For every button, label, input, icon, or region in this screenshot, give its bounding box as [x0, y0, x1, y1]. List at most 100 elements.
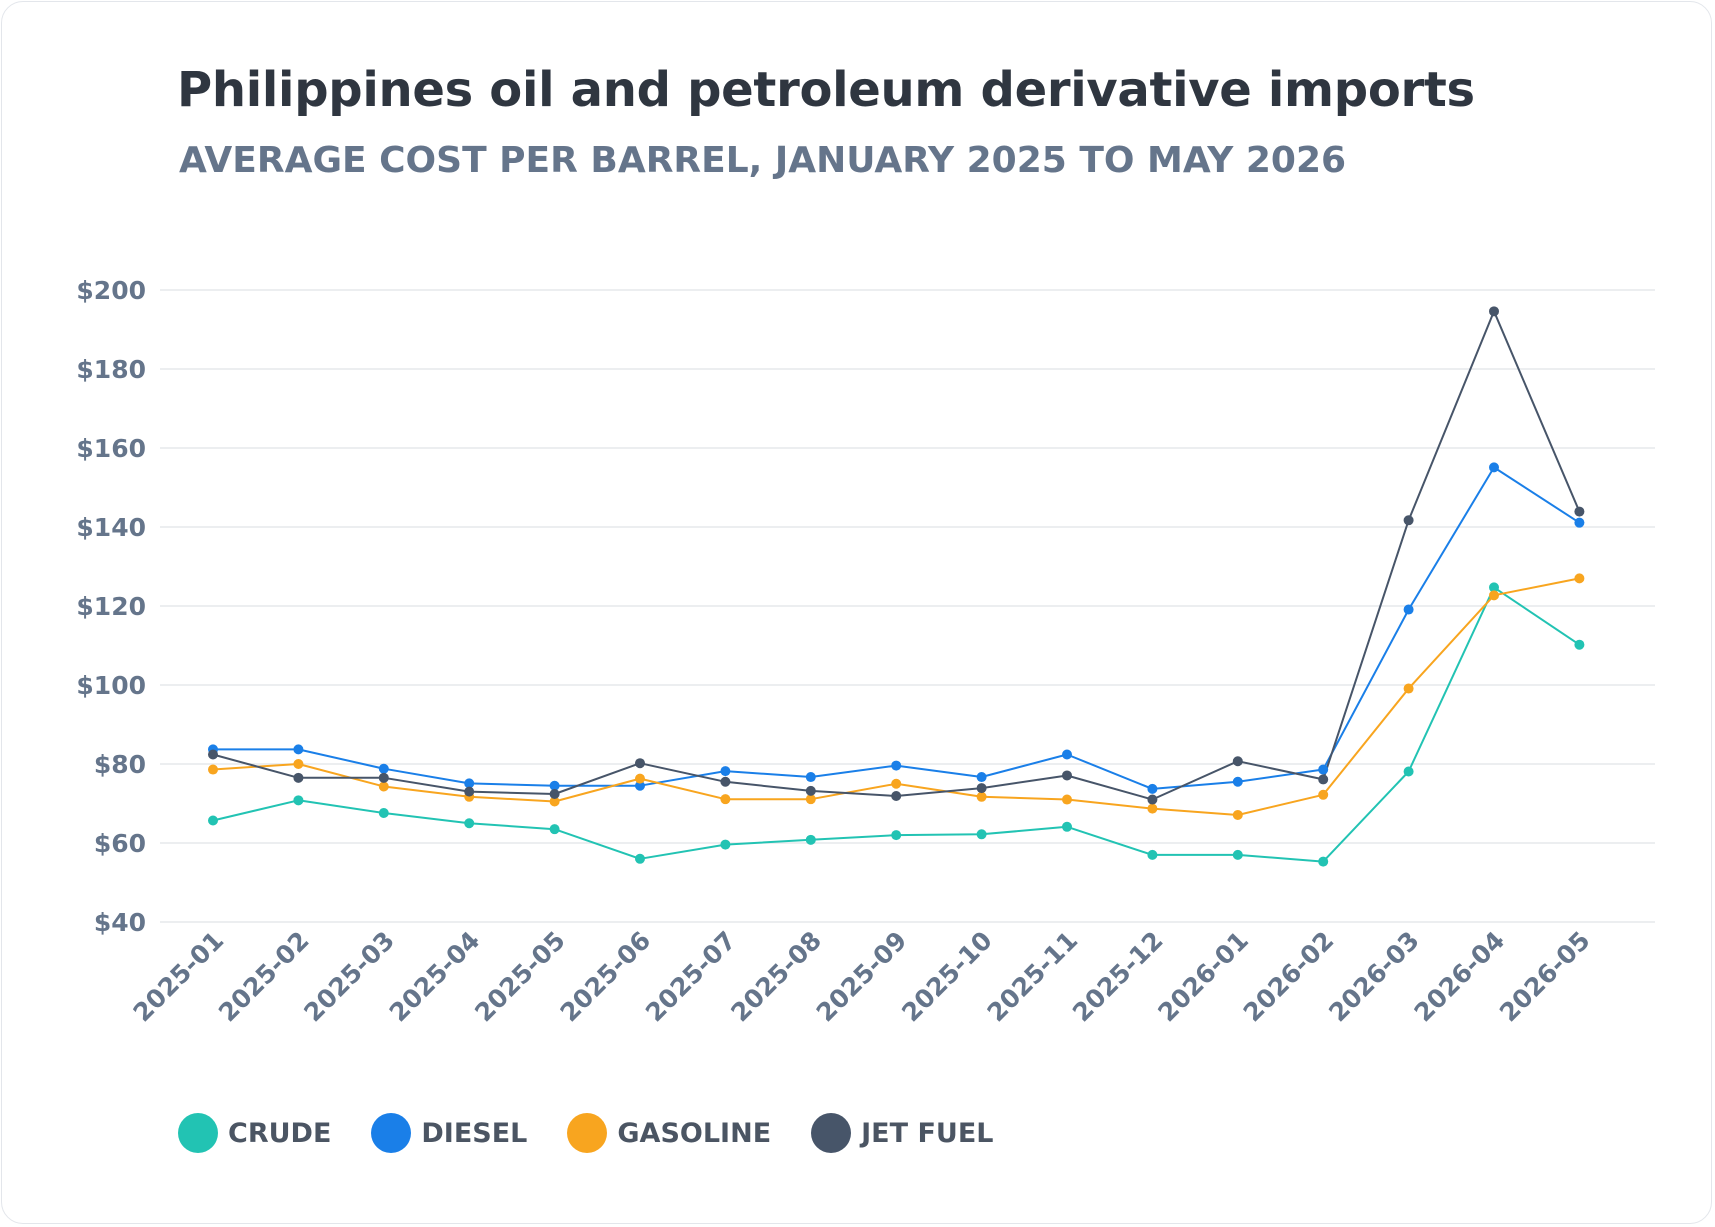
legend-label: DIESEL — [421, 1117, 528, 1149]
x-tick-label: 2026-02 — [1238, 926, 1340, 1028]
series-line-crude — [212, 586, 1580, 863]
data-point-jet-fuel[interactable] — [1062, 770, 1072, 781]
y-tick-label: $80 — [94, 750, 146, 779]
data-point-jet-fuel[interactable] — [1574, 506, 1585, 517]
data-point-diesel[interactable] — [891, 760, 902, 771]
legend-item-diesel[interactable]: DIESEL — [371, 1113, 527, 1153]
x-tick-label: 2026-05 — [1494, 926, 1596, 1028]
data-point-gasoline[interactable] — [1318, 789, 1329, 800]
data-point-jet-fuel[interactable] — [720, 776, 731, 787]
legend-item-crude[interactable]: CRUDE — [178, 1113, 331, 1153]
data-point-jet-fuel[interactable] — [976, 783, 987, 794]
data-point-diesel[interactable] — [1574, 517, 1585, 528]
data-point-diesel[interactable] — [1232, 776, 1243, 787]
x-tick-label: 2025-05 — [469, 926, 571, 1028]
data-point-crude[interactable] — [549, 824, 560, 835]
data-point-crude[interactable] — [720, 839, 731, 850]
data-point-jet-fuel[interactable] — [891, 790, 902, 801]
legend-swatch — [567, 1113, 608, 1153]
x-tick-label: 2025-08 — [725, 926, 827, 1028]
data-point-gasoline[interactable] — [635, 773, 645, 784]
data-point-crude[interactable] — [1489, 582, 1499, 593]
data-point-jet-fuel[interactable] — [805, 785, 816, 796]
data-point-gasoline[interactable] — [208, 764, 218, 775]
y-tick-label: $100 — [76, 671, 146, 700]
legend-swatch — [178, 1113, 218, 1153]
data-point-gasoline[interactable] — [549, 796, 560, 807]
data-point-crude[interactable] — [464, 818, 475, 829]
data-point-diesel[interactable] — [1147, 783, 1158, 794]
x-tick-label: 2026-01 — [1152, 926, 1254, 1028]
legend-swatch — [371, 1113, 412, 1153]
data-point-gasoline[interactable] — [1574, 573, 1585, 584]
data-point-crude[interactable] — [805, 834, 816, 845]
legend-label: JET FUEL — [861, 1117, 994, 1149]
data-point-diesel[interactable] — [549, 780, 560, 791]
data-point-jet-fuel[interactable] — [1318, 774, 1329, 785]
data-point-diesel[interactable] — [720, 766, 731, 777]
data-point-diesel[interactable] — [1489, 462, 1499, 473]
data-point-diesel[interactable] — [1062, 749, 1072, 760]
x-tick-label: 2025-06 — [555, 926, 657, 1028]
data-point-diesel[interactable] — [635, 780, 645, 791]
data-point-crude[interactable] — [635, 853, 645, 864]
x-tick-label: 2025-11 — [982, 926, 1084, 1028]
legend-swatch — [811, 1113, 852, 1153]
data-point-crude[interactable] — [1232, 849, 1243, 860]
data-point-diesel[interactable] — [378, 763, 389, 774]
data-point-jet-fuel[interactable] — [635, 758, 645, 769]
data-point-crude[interactable] — [1147, 849, 1158, 860]
x-tick-label: 2025-03 — [298, 926, 400, 1028]
data-point-jet-fuel[interactable] — [549, 789, 560, 800]
data-point-crude[interactable] — [1574, 639, 1585, 650]
y-tick-label: $120 — [76, 592, 146, 621]
gridlines — [160, 289, 1655, 923]
data-point-crude[interactable] — [891, 830, 902, 841]
x-tick-label: 2025-04 — [384, 926, 486, 1028]
data-point-gasoline[interactable] — [1147, 803, 1158, 814]
x-tick-label: 2025-09 — [811, 926, 913, 1028]
data-point-jet-fuel[interactable] — [1403, 515, 1414, 526]
data-point-gasoline[interactable] — [720, 794, 731, 805]
x-tick-label: 2025-02 — [213, 926, 315, 1028]
data-point-crude[interactable] — [1062, 821, 1072, 832]
legend: CRUDE DIESEL GASOLINE JET FUEL — [178, 1113, 1033, 1153]
data-point-diesel[interactable] — [464, 778, 475, 789]
series-line-diesel — [213, 466, 1580, 790]
data-point-jet-fuel[interactable] — [378, 772, 389, 783]
data-point-jet-fuel[interactable] — [1232, 756, 1243, 767]
data-point-crude[interactable] — [1403, 766, 1414, 777]
y-tick-label: $160 — [76, 434, 146, 463]
data-point-gasoline[interactable] — [805, 794, 816, 805]
legend-item-gasoline[interactable]: GASOLINE — [567, 1113, 771, 1153]
data-point-gasoline[interactable] — [1062, 794, 1072, 805]
data-point-gasoline[interactable] — [891, 778, 902, 789]
data-point-diesel[interactable] — [1318, 764, 1329, 775]
data-point-gasoline[interactable] — [976, 791, 987, 802]
legend-label: GASOLINE — [617, 1117, 772, 1149]
data-point-crude[interactable] — [1318, 856, 1329, 867]
x-tick-label: 2026-03 — [1323, 926, 1425, 1028]
y-tick-label: $180 — [76, 355, 146, 384]
data-point-crude[interactable] — [378, 807, 389, 818]
data-point-crude[interactable] — [293, 795, 304, 806]
data-point-diesel[interactable] — [976, 772, 987, 783]
data-point-diesel[interactable] — [293, 744, 304, 755]
data-point-crude[interactable] — [208, 815, 218, 826]
data-point-gasoline[interactable] — [1489, 590, 1499, 601]
data-point-jet-fuel[interactable] — [1147, 794, 1158, 805]
data-point-gasoline[interactable] — [1403, 683, 1414, 694]
legend-item-jet-fuel[interactable]: JET FUEL — [811, 1113, 993, 1153]
data-point-gasoline[interactable] — [293, 759, 304, 769]
data-point-gasoline[interactable] — [378, 781, 389, 792]
data-point-jet-fuel[interactable] — [1489, 306, 1499, 317]
data-point-jet-fuel[interactable] — [293, 772, 304, 783]
data-point-gasoline[interactable] — [1232, 809, 1243, 820]
x-tick-label: 2026-04 — [1409, 926, 1511, 1028]
data-point-diesel[interactable] — [805, 772, 816, 783]
data-point-jet-fuel[interactable] — [208, 749, 218, 760]
data-point-jet-fuel[interactable] — [464, 786, 475, 797]
data-point-diesel[interactable] — [1403, 604, 1414, 615]
data-point-crude[interactable] — [976, 829, 987, 840]
